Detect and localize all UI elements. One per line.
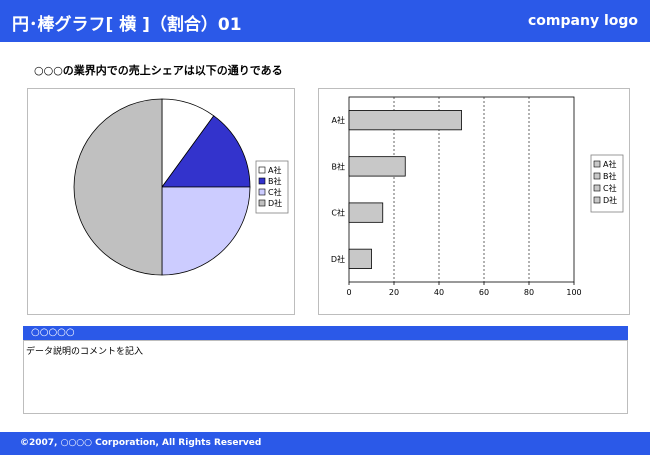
page-title: 円･棒グラフ[ 横 ]（割合）01 xyxy=(12,15,242,35)
pie-legend-label-4: D社 xyxy=(268,198,282,208)
bar-3 xyxy=(348,202,384,223)
bar-legend-swatch-4 xyxy=(593,196,601,204)
bar-legend-swatch-3 xyxy=(593,184,601,192)
bar-2 xyxy=(348,156,406,177)
pie-legend-label-3: C社 xyxy=(268,187,282,197)
description-heading: ○○○○○ xyxy=(23,326,628,340)
bar-legend-label-4: D社 xyxy=(603,195,617,205)
pie-legend-swatch-1 xyxy=(258,166,266,174)
tick-label-60: 60 xyxy=(479,288,489,297)
bar-1 xyxy=(348,110,462,131)
pie-legend-swatch-2 xyxy=(258,177,266,185)
category-label-1: A社 xyxy=(332,115,345,125)
bar-legend-swatch-1 xyxy=(593,160,601,168)
bar-chart-panel: A社 B社 C社 D社 0 20 40 60 80 100 A社 B社 C社 D社 xyxy=(318,88,630,315)
description-box: データ説明のコメントを記入 xyxy=(23,340,628,414)
pie-legend-label-1: A社 xyxy=(268,165,281,175)
header-bar: 円･棒グラフ[ 横 ]（割合）01 company logo xyxy=(0,0,650,42)
footer-bar: ©2007, ○○○○ Corporation, All Rights Rese… xyxy=(0,432,650,455)
plot-frame xyxy=(348,96,575,283)
tick-label-100: 100 xyxy=(566,288,581,297)
bar-legend-label-2: B社 xyxy=(603,171,617,181)
pie-legend-label-2: B社 xyxy=(268,176,282,186)
tick-label-0: 0 xyxy=(346,288,351,297)
bar-legend-swatch-2 xyxy=(593,172,601,180)
tick-label-20: 20 xyxy=(389,288,399,297)
pie-legend-swatch-3 xyxy=(258,188,266,196)
pie-legend-swatch-4 xyxy=(258,199,266,207)
pie-slice-3 xyxy=(161,186,251,276)
description-text: データ説明のコメントを記入 xyxy=(26,347,144,357)
pie-slice-4 xyxy=(73,98,163,276)
copyright-text: ©2007, ○○○○ Corporation, All Rights Rese… xyxy=(20,438,262,448)
category-label-3: C社 xyxy=(331,208,345,218)
bar-legend-label-3: C社 xyxy=(603,183,617,193)
category-label-2: B社 xyxy=(332,161,346,171)
bar-legend-label-1: A社 xyxy=(603,159,616,169)
pie-chart-panel: A社 B社 C社 D社 xyxy=(27,88,295,315)
chart-subtitle: ○○○の業界内での売上シェアは以下の通りである xyxy=(34,64,283,77)
pie-slice-2 xyxy=(161,115,251,188)
tick-label-80: 80 xyxy=(524,288,534,297)
category-label-4: D社 xyxy=(331,254,345,264)
tick-label-40: 40 xyxy=(434,288,444,297)
bar-4 xyxy=(348,248,372,269)
company-logo: company logo xyxy=(528,13,638,29)
bar-chart: A社 B社 C社 D社 0 20 40 60 80 100 A社 B社 C社 D社 xyxy=(331,96,624,297)
